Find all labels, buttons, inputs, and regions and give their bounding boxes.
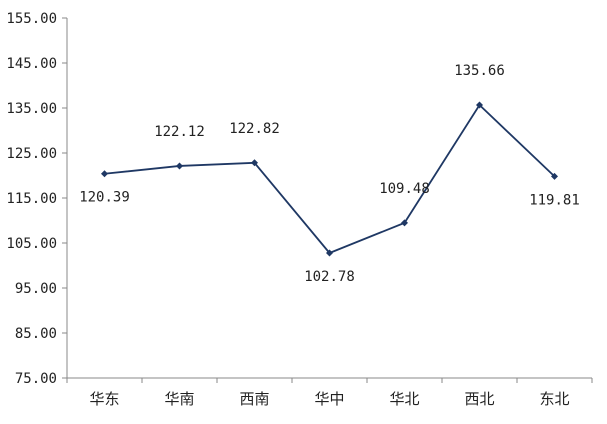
data-labels-group: 120.39 122.12 122.82 102.78 109.48 135.66 119.… <box>79 63 580 285</box>
data-label: 122.12 <box>154 124 205 140</box>
data-label: 122.82 <box>229 121 280 137</box>
data-point-marker <box>326 249 333 257</box>
data-label: 120.39 <box>79 190 130 206</box>
data-point-marker <box>401 219 408 227</box>
x-tick-label: 华北 <box>389 390 419 408</box>
y-tick-label: 95.00 <box>15 281 57 297</box>
y-tick-label: 155.00 <box>6 11 57 27</box>
y-tick-label: 105.00 <box>6 236 57 252</box>
x-tick-label: 东北 <box>539 390 569 408</box>
y-tick-label: 135.00 <box>6 101 57 117</box>
x-tick-label: 西南 <box>239 390 269 408</box>
data-point-marker <box>251 159 258 167</box>
x-tick-label: 华南 <box>164 390 194 408</box>
data-label: 135.66 <box>454 63 505 79</box>
data-point-marker <box>176 162 183 170</box>
y-tick-label: 145.00 <box>6 56 57 72</box>
data-point-marker <box>476 101 483 109</box>
data-label: 102.78 <box>304 269 355 285</box>
x-tick-label: 华东 <box>89 390 119 408</box>
data-point-marker <box>101 170 108 178</box>
y-tick-label: 75.00 <box>15 371 57 387</box>
x-axis: 华东 华南 西南 华中 华北 西北 东北 <box>66 377 593 408</box>
data-label: 119.81 <box>529 192 580 208</box>
y-axis: 75.00 85.00 95.00 105.00 115.00 125.00 135.00 1… <box>6 11 68 387</box>
y-tick-label: 125.00 <box>6 146 57 162</box>
data-point-marker <box>551 172 558 180</box>
y-tick-label: 115.00 <box>6 191 57 207</box>
x-tick-label: 华中 <box>314 390 344 408</box>
y-tick-label: 85.00 <box>15 326 57 342</box>
data-label: 109.48 <box>379 181 430 197</box>
series-group <box>101 101 558 257</box>
x-tick-label: 西北 <box>464 390 494 408</box>
